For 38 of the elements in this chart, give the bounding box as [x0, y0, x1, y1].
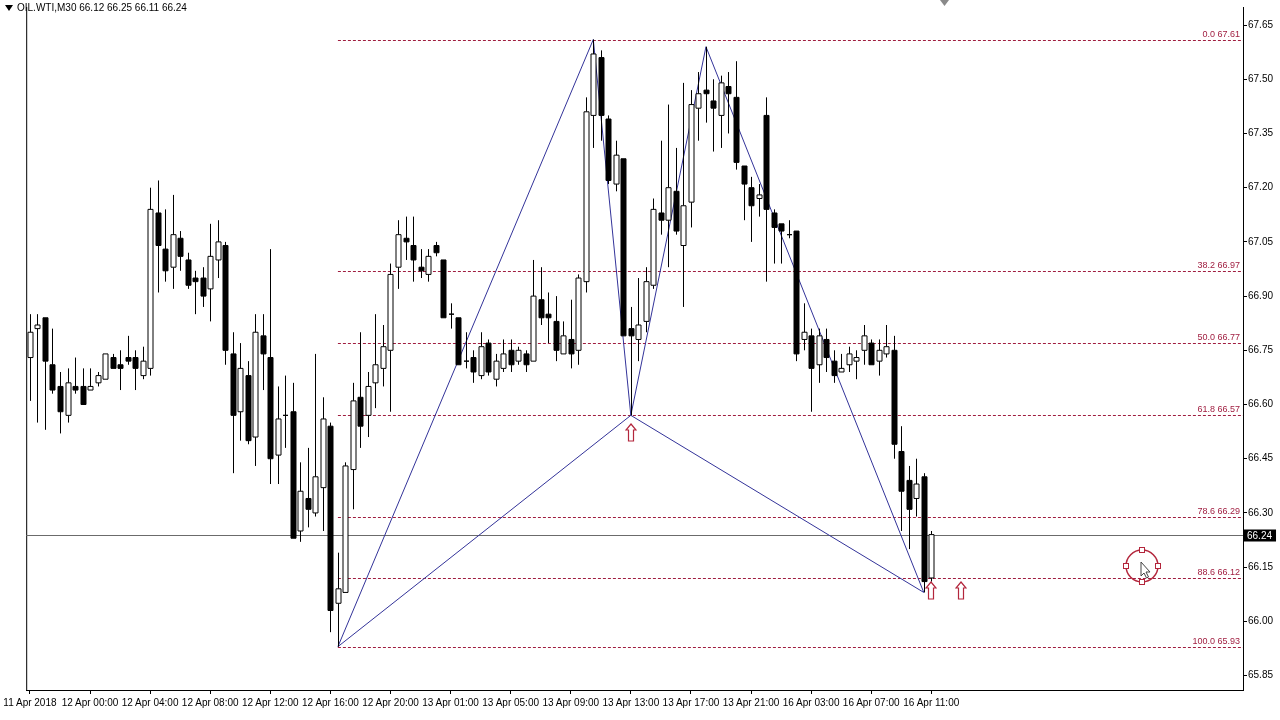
- x-tick-label: 13 Apr 05:00: [482, 696, 540, 708]
- y-tick-label: 67.35: [1248, 127, 1274, 139]
- y-tick-label: 67.20: [1248, 181, 1274, 193]
- y-tick-label: 66.60: [1248, 398, 1274, 410]
- x-tick-label: 13 Apr 17:00: [662, 696, 720, 708]
- ref-line-label: 78.6 66.29: [1197, 506, 1240, 517]
- x-tick-label: 12 Apr 08:00: [181, 696, 240, 708]
- x-tick-label: 16 Apr 03:00: [782, 696, 840, 708]
- y-tick-label: 66.30: [1248, 506, 1274, 518]
- y-tick-label: 67.05: [1248, 235, 1274, 247]
- x-tick-label: 11 Apr 2018: [3, 696, 57, 708]
- x-tick-label: 12 Apr 04:00: [121, 696, 179, 708]
- y-tick-label: 66.00: [1248, 615, 1274, 627]
- x-tick-label: 13 Apr 09:00: [542, 696, 600, 708]
- y-tick-label: 66.15: [1248, 560, 1274, 572]
- ref-line-label: 100.0 65.93: [1192, 636, 1240, 647]
- x-tick-label: 12 Apr 20:00: [362, 696, 420, 708]
- y-tick-label: 66.90: [1248, 289, 1274, 301]
- x-tick-label: 13 Apr 21:00: [722, 696, 780, 708]
- ref-line-label: 38.2 66.97: [1197, 260, 1240, 271]
- x-tick-label: 13 Apr 13:00: [602, 696, 660, 708]
- x-tick-label: 12 Apr 16:00: [302, 696, 360, 708]
- y-tick-label: 66.75: [1248, 344, 1274, 356]
- x-tick-label: 16 Apr 11:00: [903, 696, 960, 708]
- chart-title: OIL.WTI,M30 66.12 66.25 66.11 66.24: [17, 2, 187, 14]
- x-tick-label: 12 Apr 12:00: [241, 696, 300, 708]
- ref-line-label: 50.0 66.77: [1197, 332, 1240, 343]
- ref-line-label: 66.24: [1247, 529, 1273, 541]
- y-tick-label: 67.65: [1248, 18, 1274, 30]
- x-tick-label: 16 Apr 07:00: [842, 696, 900, 708]
- ref-line-label: 0.0 67.61: [1202, 29, 1240, 40]
- x-tick-label: 12 Apr 00:00: [61, 696, 119, 708]
- ref-line-label: 61.8 66.57: [1197, 404, 1240, 415]
- x-tick-label: 13 Apr 01:00: [422, 696, 480, 708]
- y-tick-label: 67.50: [1248, 73, 1274, 85]
- ref-line-label: 88.6 66.12: [1197, 567, 1240, 578]
- y-tick-label: 65.85: [1248, 669, 1274, 681]
- y-tick-label: 66.45: [1248, 452, 1274, 464]
